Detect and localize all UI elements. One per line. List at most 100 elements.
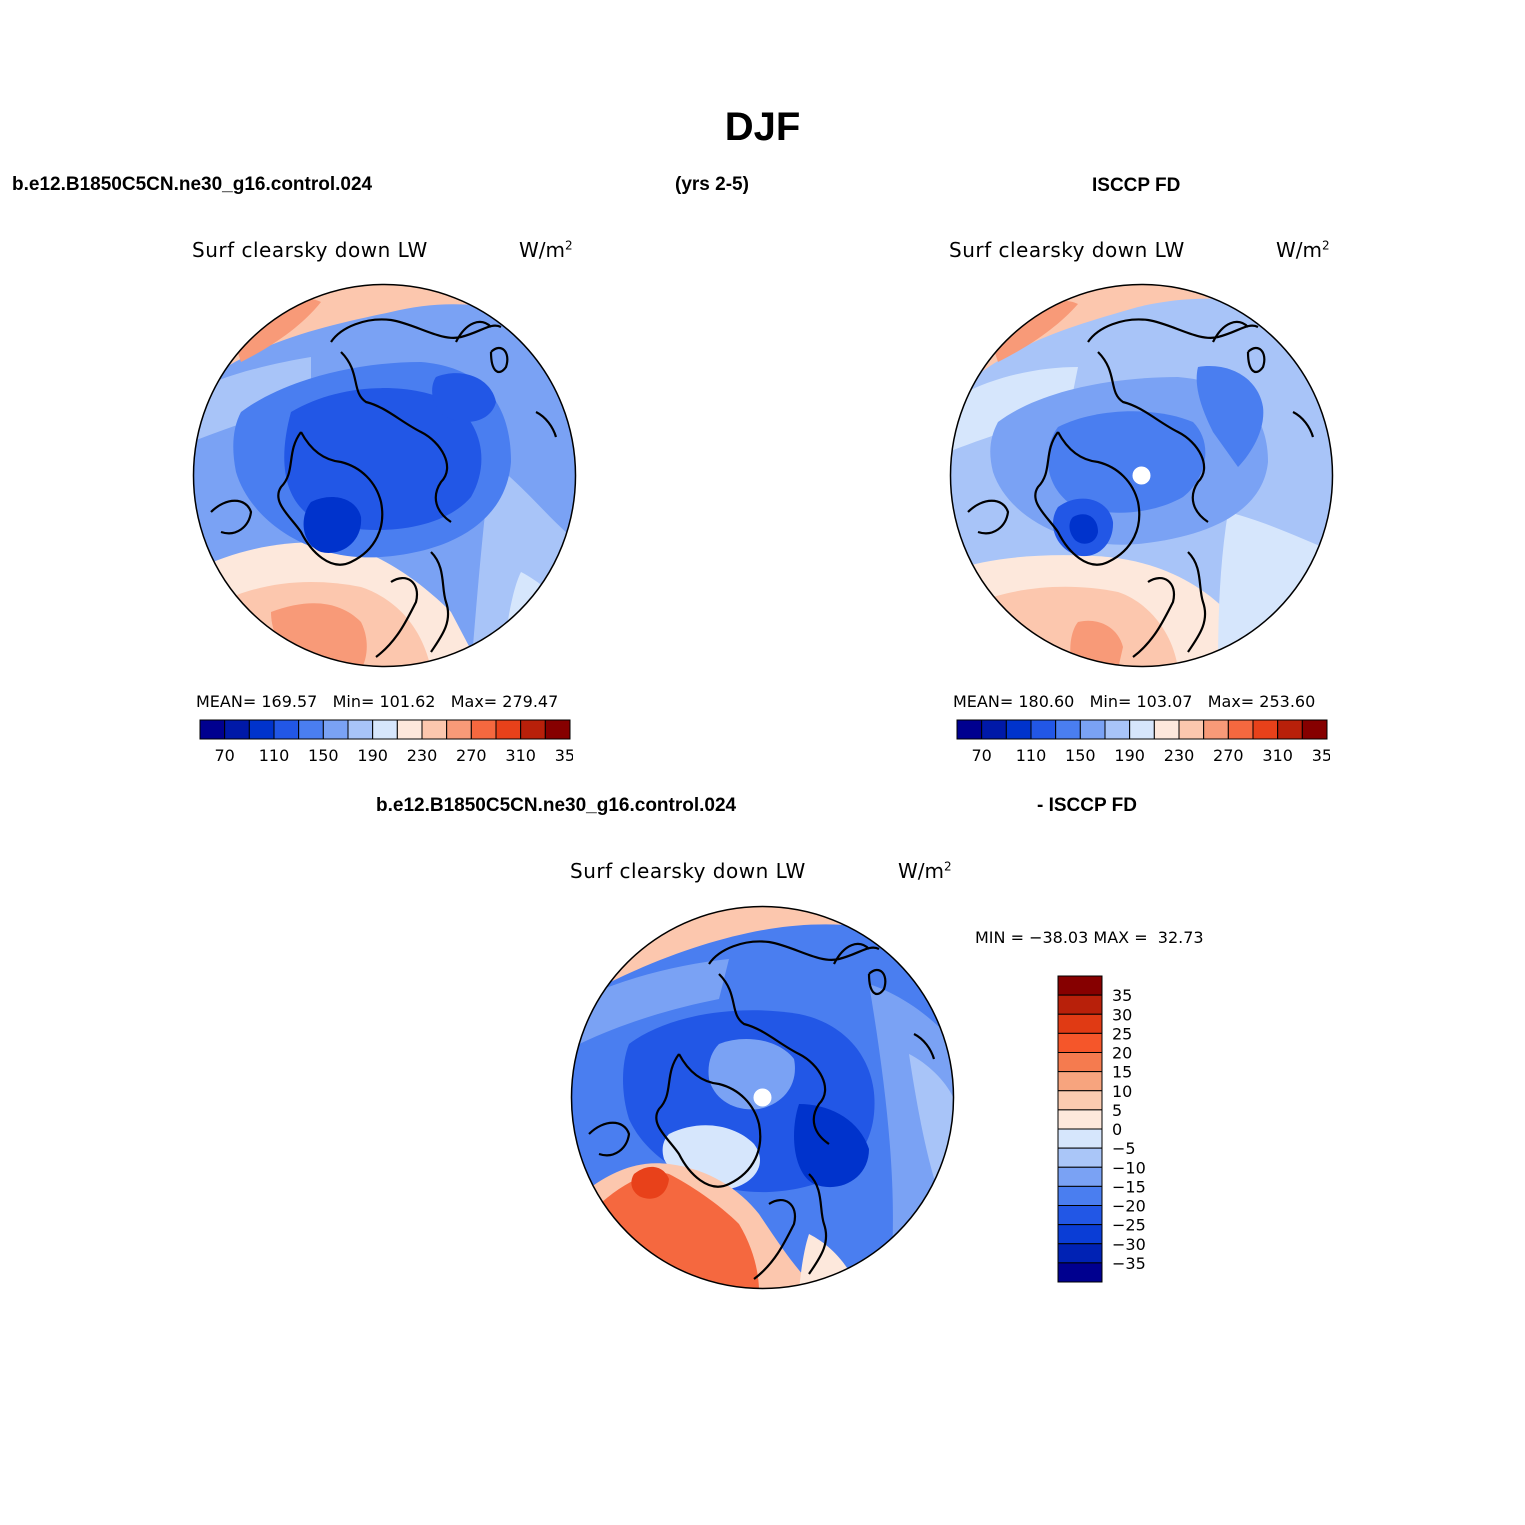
colorbar-tick-label: 190 [1114,746,1145,765]
colorbar-box [1057,1071,1103,1092]
contour-siberia-blue [1196,366,1264,467]
colorbar-box [322,719,349,740]
colorbar-box [298,719,324,740]
colorbar-box [981,719,1007,740]
colorbar-box [1203,719,1229,740]
colorbar-box [1079,719,1106,740]
contour-mid-blue [1047,411,1206,513]
colorbar-tick-label: −15 [1112,1177,1146,1196]
colorbar-box [396,719,423,740]
colorbar-box [495,719,522,740]
colorbar-box [1057,1205,1103,1226]
contour-darkest-blue-east [794,1104,869,1188]
missing-data-pole [753,1088,772,1107]
colorbar-tick-label: 230 [1164,746,1195,765]
model-units: W/m2 [519,238,573,262]
diff-variable-title: Surf clearsky down LW [570,859,806,883]
colorbar-tick-label: 30 [1112,1005,1132,1024]
obs-header: ISCCP FD [1092,175,1181,196]
colorbar-box [1057,1032,1103,1053]
colorbar-box [1057,1090,1103,1111]
colorbar-tick-label: 10 [1112,1082,1132,1101]
colorbar-box [1301,719,1328,740]
colorbar-tick-label: 150 [1065,746,1096,765]
colorbar-box [1057,1262,1103,1283]
contour-deep-blue [284,388,482,530]
colorbar-box [1057,975,1103,996]
colorbar-box [1057,1013,1103,1034]
colorbar-tick-label: 350 [555,746,573,765]
colorbar-tick-label: 270 [1213,746,1244,765]
colorbar-box [248,719,275,740]
colorbar-tick-label: 310 [1262,746,1293,765]
colorbar-box [1005,719,1032,740]
colorbar-box [224,719,250,740]
contour-light-blue-pole [708,1039,795,1110]
colorbar-tick-label: 35 [1112,986,1132,1005]
colorbar-box [1252,719,1279,740]
coastlines [588,940,936,1280]
colorbar-box [1153,719,1180,740]
map-boundary [949,283,1334,668]
colorbar-tick-label: 110 [259,746,290,765]
contour-red-south-max [631,1166,669,1199]
colorbar-box [372,719,398,740]
contour-greenland-min [303,497,362,553]
contour-siberia-blue [432,373,496,422]
colorbar-tick-label: 190 [357,746,388,765]
years-header: (yrs 2-5) [675,174,749,195]
colorbar-box [520,719,546,740]
colorbar-tick-label: 70 [971,746,991,765]
obs-units: W/m2 [1276,238,1330,262]
colorbar-box [1129,719,1155,740]
colorbar-box [1057,1109,1103,1130]
colorbar-tick-label: 350 [1312,746,1330,765]
colorbar-tick-label: −20 [1112,1197,1146,1216]
colorbar-tick-label: −30 [1112,1235,1146,1254]
colorbar-box [1277,719,1303,740]
colorbar-tick-label: 110 [1016,746,1047,765]
colorbar-tick-label: −35 [1112,1254,1146,1273]
colorbar-box [956,719,983,740]
colorbar-tick-label: 20 [1112,1044,1132,1063]
colorbar-tick-label: −5 [1112,1139,1136,1158]
colorbar-box [1178,719,1205,740]
colorbar-box [199,719,226,740]
colorbar-box [1057,994,1103,1015]
model-colorbar: 70 110 150 190 230 270 310 350 [199,719,573,765]
colorbar-tick-label: 5 [1112,1101,1122,1120]
colorbar-box [1057,1243,1103,1264]
colorbar-box [1227,719,1254,740]
colorbar-box [1030,719,1057,740]
colorbar-box [1057,1185,1103,1206]
colorbar-box [273,719,300,740]
colorbar-box [1055,719,1081,740]
colorbar-tick-label: 150 [308,746,339,765]
colorbar-tick-label: −25 [1112,1216,1146,1235]
colorbar-box [1057,1147,1103,1168]
colorbar-box [1104,719,1131,740]
colorbar-box [347,719,374,740]
model-variable-title: Surf clearsky down LW [192,238,428,262]
coastlines [967,318,1315,658]
colorbar-tick-label: 230 [407,746,438,765]
obs-colorbar: 70 110 150 190 230 270 310 350 [956,719,1330,765]
diff-obs-header: - ISCCP FD [1037,795,1137,816]
diff-units: W/m2 [898,859,952,883]
colorbar-tick-label: 310 [505,746,536,765]
coastlines [210,318,558,658]
colorbar-tick-label: 70 [214,746,234,765]
obs-stats: MEAN= 180.60 Min= 103.07 Max= 253.60 [953,692,1316,711]
model-stats: MEAN= 169.57 Min= 101.62 Max= 279.47 [196,692,559,711]
diff-case-header: b.e12.B1850C5CN.ne30_g16.control.024 [376,795,737,816]
colorbar-tick-label: 0 [1112,1120,1122,1139]
colorbar-box [1057,1224,1103,1245]
colorbar-tick-label: 25 [1112,1024,1132,1043]
colorbar-box [1057,1128,1103,1149]
figure-title: DJF [724,105,801,149]
colorbar-tick-label: 15 [1112,1063,1132,1082]
colorbar-box [421,719,448,740]
diff-polar-map [570,905,955,1290]
colorbar-tick-label: −10 [1112,1158,1146,1177]
colorbar-tick-label: 270 [456,746,487,765]
